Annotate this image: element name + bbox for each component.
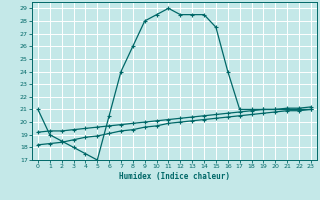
X-axis label: Humidex (Indice chaleur): Humidex (Indice chaleur) <box>119 172 230 181</box>
